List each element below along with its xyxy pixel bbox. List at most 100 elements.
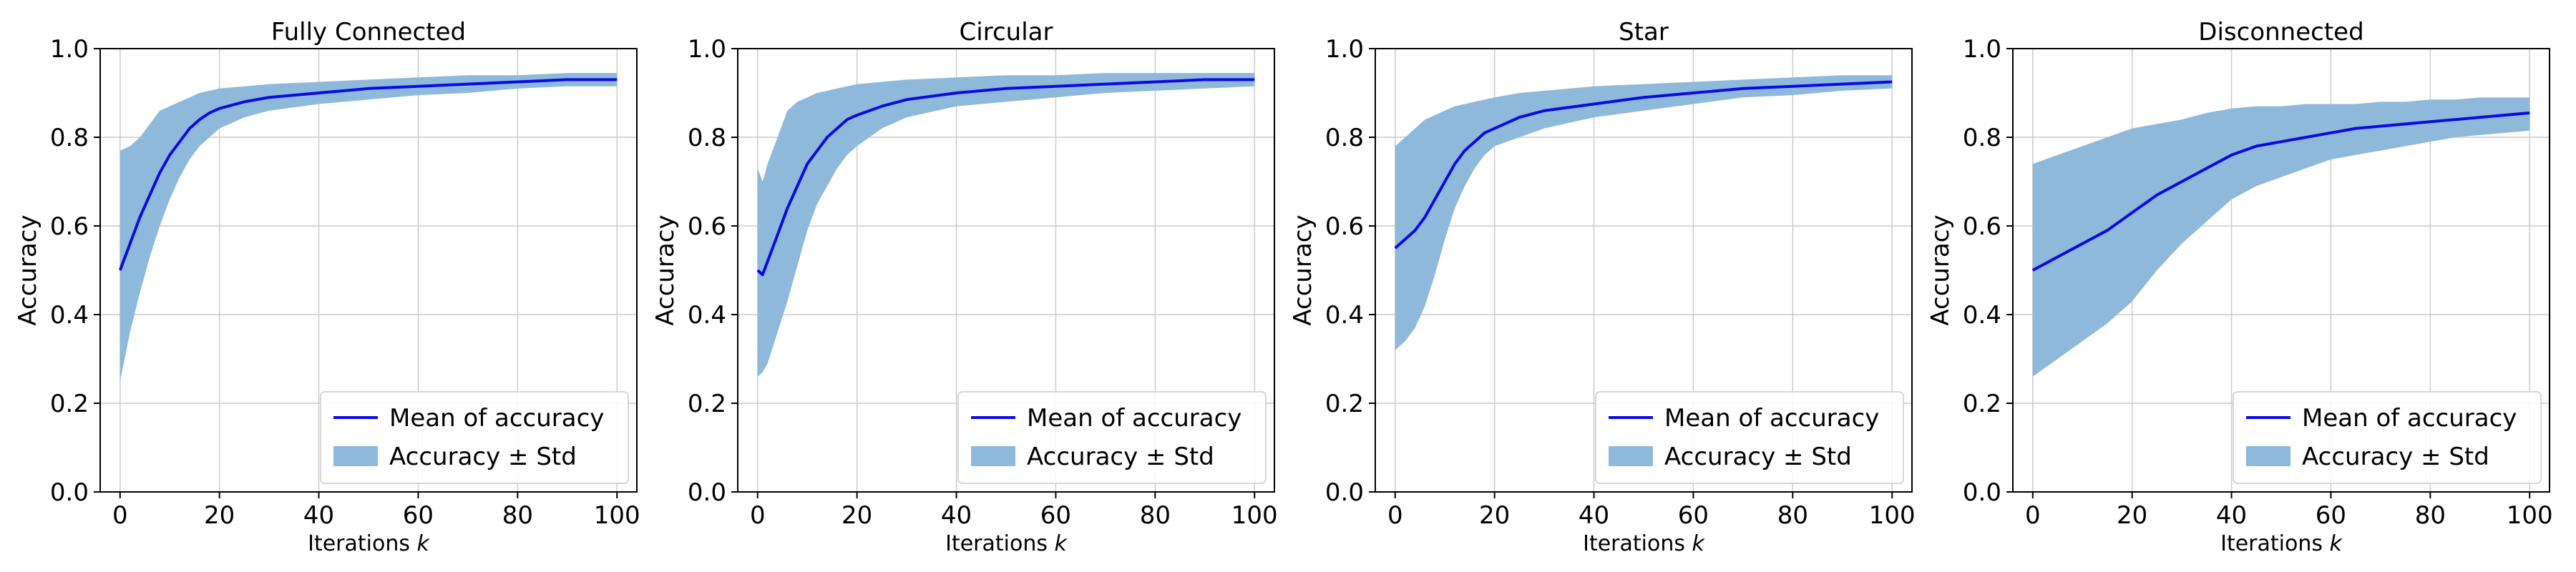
x-tick-label-5: 100 xyxy=(594,501,640,530)
x-tick-label-4: 80 xyxy=(502,501,533,530)
axes-frame xyxy=(2012,48,2550,493)
x-tick-label-2: 40 xyxy=(2216,501,2247,530)
x-tick-label-0: 0 xyxy=(750,501,766,530)
chart-title: Disconnected xyxy=(2198,18,2363,46)
chart-title: Fully Connected xyxy=(271,18,466,46)
x-axis-label-variable: k xyxy=(417,531,431,556)
legend-band-swatch xyxy=(1609,446,1653,466)
x-tick-label-1: 20 xyxy=(204,501,235,530)
legend: Mean of accuracy Accuracy ± Std xyxy=(320,391,629,484)
chart-title: Star xyxy=(1619,18,1669,46)
x-axis-label: Iterations k xyxy=(1583,531,1705,556)
y-tick-label-0: 0.0 xyxy=(688,478,726,507)
x-tick-label-0: 0 xyxy=(1387,501,1403,530)
x-tick-label-2: 40 xyxy=(1579,501,1609,530)
mean-line xyxy=(1394,80,1893,250)
y-tick-label-3: 0.6 xyxy=(50,212,89,241)
legend: Mean of accuracy Accuracy ± Std xyxy=(2233,391,2542,484)
x-tick-label-3: 60 xyxy=(1040,501,1071,530)
legend-label-std: Accuracy ± Std xyxy=(389,443,577,471)
x-axis-label-text: Iterations xyxy=(1583,531,1692,556)
std-band xyxy=(1395,75,1893,350)
legend-label-mean: Mean of accuracy xyxy=(1027,404,1241,433)
subplot-grid: 0 20 40 60 80 100 0.0 0.2 0.4 0.6 0.8 1.0 Fully Conn… xyxy=(14,18,2553,556)
y-tick-label-4: 0.8 xyxy=(1325,124,1364,152)
x-axis-label-variable: k xyxy=(1692,531,1706,556)
x-tick-label-2: 40 xyxy=(303,501,334,530)
mean-line xyxy=(118,78,618,271)
legend-box xyxy=(2233,391,2542,484)
legend-label-mean: Mean of accuracy xyxy=(1664,404,1879,433)
legend-box xyxy=(957,391,1267,484)
y-tick-label-5: 1.0 xyxy=(1325,35,1364,64)
x-axis-label: Iterations k xyxy=(308,531,430,556)
y-tick-label-5: 1.0 xyxy=(50,35,89,64)
y-tick-label-3: 0.6 xyxy=(1325,212,1364,241)
x-axis-label: Iterations k xyxy=(2220,531,2343,556)
x-axis-label-text: Iterations xyxy=(945,531,1054,556)
y-tick-label-1: 0.2 xyxy=(1963,390,2001,418)
chart-title: Circular xyxy=(960,18,1053,46)
x-tick-label-1: 20 xyxy=(841,501,872,530)
y-tick-label-1: 0.2 xyxy=(688,390,726,418)
std-band xyxy=(757,73,1255,377)
x-tick-label-3: 60 xyxy=(1678,501,1709,530)
y-axis-label: Accuracy xyxy=(651,214,680,325)
x-tick-label-3: 60 xyxy=(403,501,434,530)
std-band xyxy=(2032,97,2530,377)
subplot-1: 0 20 40 60 80 100 0.0 0.2 0.4 0.6 0.8 1.0 Circular Ac… xyxy=(651,18,1278,556)
subplot-2: 0 20 40 60 80 100 0.0 0.2 0.4 0.6 0.8 1.0 Star Accura… xyxy=(1289,18,1916,556)
legend: Mean of accuracy Accuracy ± Std xyxy=(957,391,1267,484)
axes-frame xyxy=(99,48,638,493)
x-tick-label-1: 20 xyxy=(2117,501,2147,530)
x-axis-label-text: Iterations xyxy=(2220,531,2329,556)
y-tick-label-5: 1.0 xyxy=(1963,35,2001,64)
x-axis-label: Iterations k xyxy=(945,531,1068,556)
y-tick-label-2: 0.4 xyxy=(50,301,89,330)
y-tick-label-2: 0.4 xyxy=(1963,301,2001,330)
mean-line xyxy=(2031,111,2530,272)
y-tick-label-4: 0.8 xyxy=(1963,124,2001,152)
x-tick-label-5: 100 xyxy=(2507,501,2553,530)
x-tick-label-0: 0 xyxy=(2025,501,2041,530)
legend-band-swatch xyxy=(971,446,1015,466)
legend-box xyxy=(320,391,629,484)
y-tick-label-4: 0.8 xyxy=(50,124,89,152)
x-tick-label-5: 100 xyxy=(1231,501,1278,530)
legend-label-std: Accuracy ± Std xyxy=(1027,443,1214,471)
y-tick-label-2: 0.4 xyxy=(688,301,726,330)
legend-label-std: Accuracy ± Std xyxy=(2302,443,2489,471)
x-axis-label-variable: k xyxy=(1055,531,1068,556)
x-tick-label-4: 80 xyxy=(1777,501,1808,530)
subplot-0: 0 20 40 60 80 100 0.0 0.2 0.4 0.6 0.8 1.0 Fully Conn… xyxy=(14,18,640,556)
subplot-3: 0 20 40 60 80 100 0.0 0.2 0.4 0.6 0.8 1.0 Disconnect… xyxy=(1926,18,2553,556)
y-tick-label-0: 0.0 xyxy=(50,478,89,507)
y-axis-label: Accuracy xyxy=(14,214,42,325)
x-tick-label-4: 80 xyxy=(1140,501,1171,530)
x-tick-label-4: 80 xyxy=(2415,501,2446,530)
legend-box xyxy=(1595,391,1904,484)
x-tick-label-0: 0 xyxy=(112,501,128,530)
x-axis-label-variable: k xyxy=(2330,531,2343,556)
legend: Mean of accuracy Accuracy ± Std xyxy=(1595,391,1904,484)
std-band xyxy=(119,73,618,381)
y-tick-label-2: 0.4 xyxy=(1325,301,1364,330)
x-tick-label-5: 100 xyxy=(1869,501,1916,530)
x-tick-label-2: 40 xyxy=(941,501,972,530)
legend-band-swatch xyxy=(333,446,378,466)
y-tick-label-1: 0.2 xyxy=(1325,390,1364,418)
x-axis-label-text: Iterations xyxy=(308,531,416,556)
y-tick-label-1: 0.2 xyxy=(50,390,89,418)
y-axis-label: Accuracy xyxy=(1289,214,1317,325)
y-tick-label-3: 0.6 xyxy=(688,212,726,241)
y-tick-label-4: 0.8 xyxy=(688,124,726,152)
x-tick-label-1: 20 xyxy=(1479,501,1510,530)
axes-frame xyxy=(1375,48,1913,493)
y-axis-label: Accuracy xyxy=(1926,214,1955,325)
y-tick-label-5: 1.0 xyxy=(688,35,726,64)
legend-label-mean: Mean of accuracy xyxy=(2302,404,2517,433)
y-tick-label-3: 0.6 xyxy=(1963,212,2001,241)
mean-line xyxy=(756,78,1255,277)
y-tick-label-0: 0.0 xyxy=(1325,478,1364,507)
